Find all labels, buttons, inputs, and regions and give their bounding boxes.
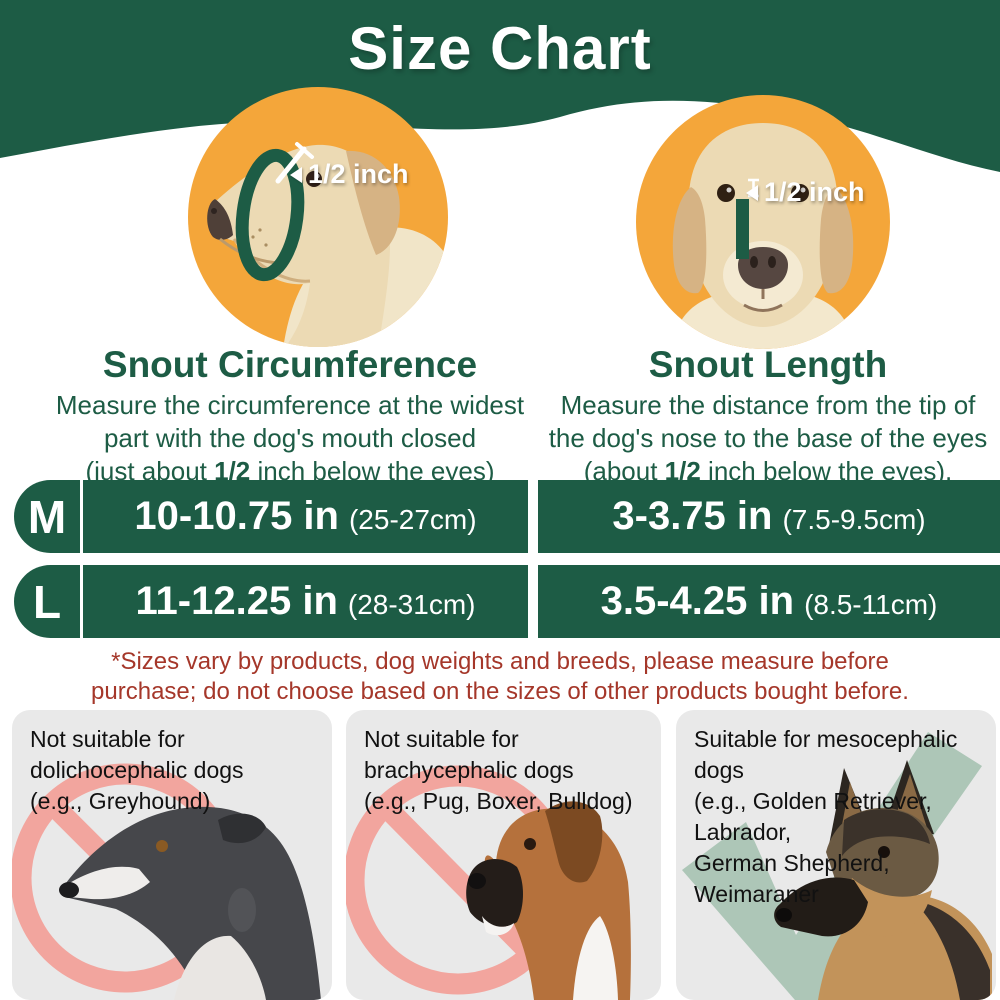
boxer-photo [346,765,631,1000]
size-badge: M [14,480,80,553]
half-inch-text: 1/2 inch [764,177,865,207]
greyhound-photo [12,763,322,1000]
snout-length-photo-circle: 1/2 inch [636,95,890,349]
size-badge: L [14,565,80,638]
section-heading: Snout Length [648,344,888,385]
circumference-cell: 10-10.75 in (25-27cm) [83,480,528,553]
half-inch-text: 1/2 inch [308,159,409,189]
section-description: Measure the distance from the tip of the… [548,390,988,486]
arrow-left-icon [746,184,758,201]
snout-loop-marker [235,148,305,282]
circumference-cell: 11-12.25 in (28-31cm) [83,565,528,638]
panel-text: Suitable for mesocephalic dogs (e.g., Go… [694,726,958,907]
snout-circumference-section: Snout Circumference Measure the circumfe… [20,345,560,488]
labrador-side-photo [207,142,448,347]
panel-text: Not suitable for brachycephalic dogs (e.… [364,726,633,814]
arrow-left-icon [290,166,302,183]
german-shepherd-photo [682,732,992,1000]
snout-length-marker [736,199,749,259]
snout-length-section: Snout Length Measure the distance from t… [543,345,993,488]
not-suitable-dolichocephalic-panel: Not suitable for dolichocephalic dogs (e… [12,710,332,1000]
sizing-warning-note: *Sizes vary by products, dog weights and… [91,648,909,705]
table-row: L 11-12.25 in (28-31cm) 3.5-4.25 in (8.5… [0,565,1000,638]
half-inch-label-right: 1/2 inch [746,177,865,208]
length-cell: 3.5-4.25 in (8.5-11cm) [538,565,1000,638]
panel-text: Not suitable for dolichocephalic dogs (e… [30,726,244,814]
table-row: M 10-10.75 in (25-27cm) 3-3.75 in (7.5-9… [0,480,1000,553]
not-suitable-brachycephalic-panel: Not suitable for brachycephalic dogs (e.… [346,710,661,1000]
half-inch-label-left: 1/2 inch [290,159,409,190]
page-title: Size Chart [348,15,652,82]
header-wave-background [0,0,1000,172]
section-heading: Snout Circumference [102,344,478,385]
suitable-mesocephalic-panel: Suitable for mesocephalic dogs (e.g., Go… [676,710,996,1000]
section-description: Measure the circumference at the widest … [55,390,525,486]
labrador-front-photo [670,123,856,349]
snout-circumference-photo-circle: 1/2 inch [188,87,448,347]
length-cell: 3-3.75 in (7.5-9.5cm) [538,480,1000,553]
